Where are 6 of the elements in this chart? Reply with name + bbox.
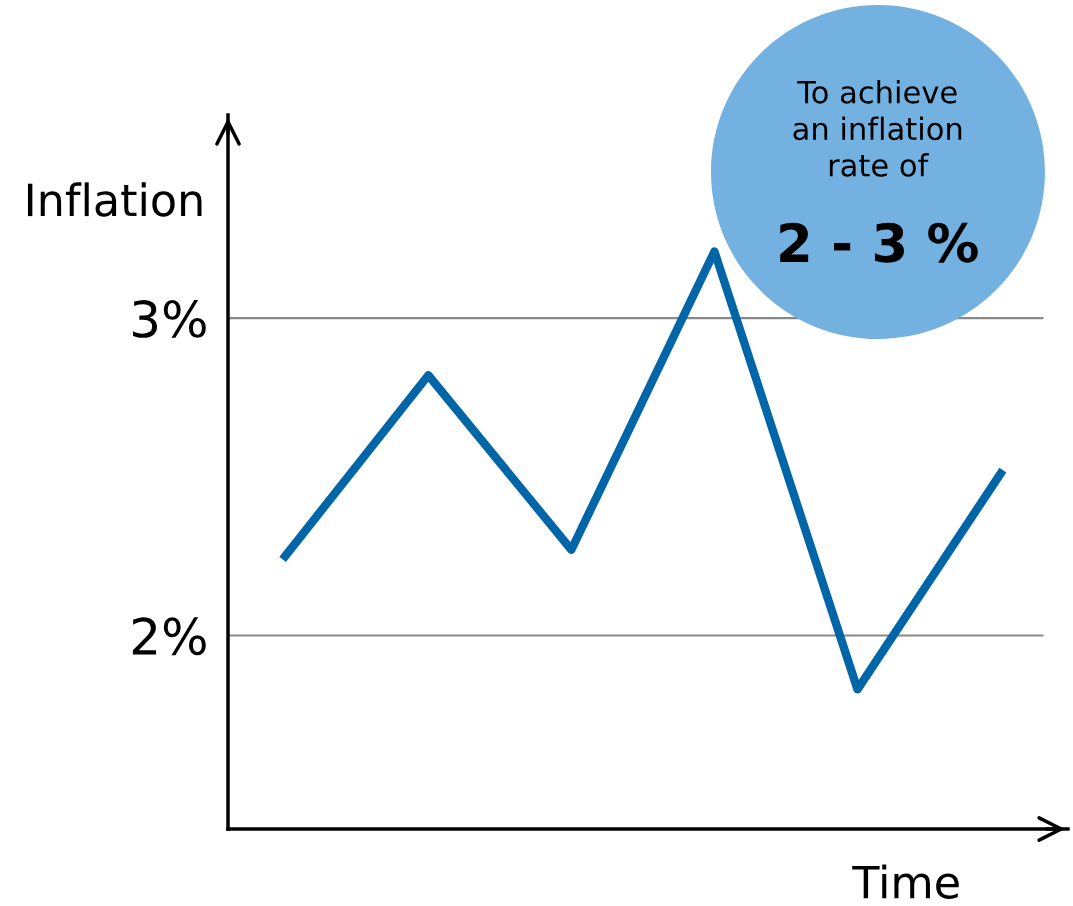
- y-axis-title: Inflation: [27, 182, 202, 217]
- y-tick-label: 2%: [132, 617, 206, 656]
- y-tick-label: 3%: [133, 300, 206, 338]
- annotation: 2 - 3 %: [780, 222, 978, 263]
- annotation: To achieve an inflation rate of: [793, 80, 962, 177]
- x-axis-title: Time: [852, 864, 959, 899]
